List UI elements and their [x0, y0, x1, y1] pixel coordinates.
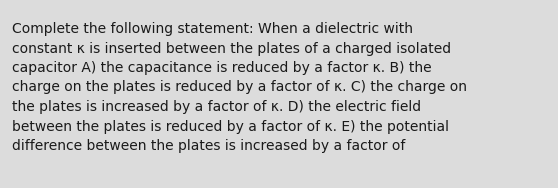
- Text: Complete the following statement: When a dielectric with
constant κ is inserted : Complete the following statement: When a…: [12, 22, 467, 153]
